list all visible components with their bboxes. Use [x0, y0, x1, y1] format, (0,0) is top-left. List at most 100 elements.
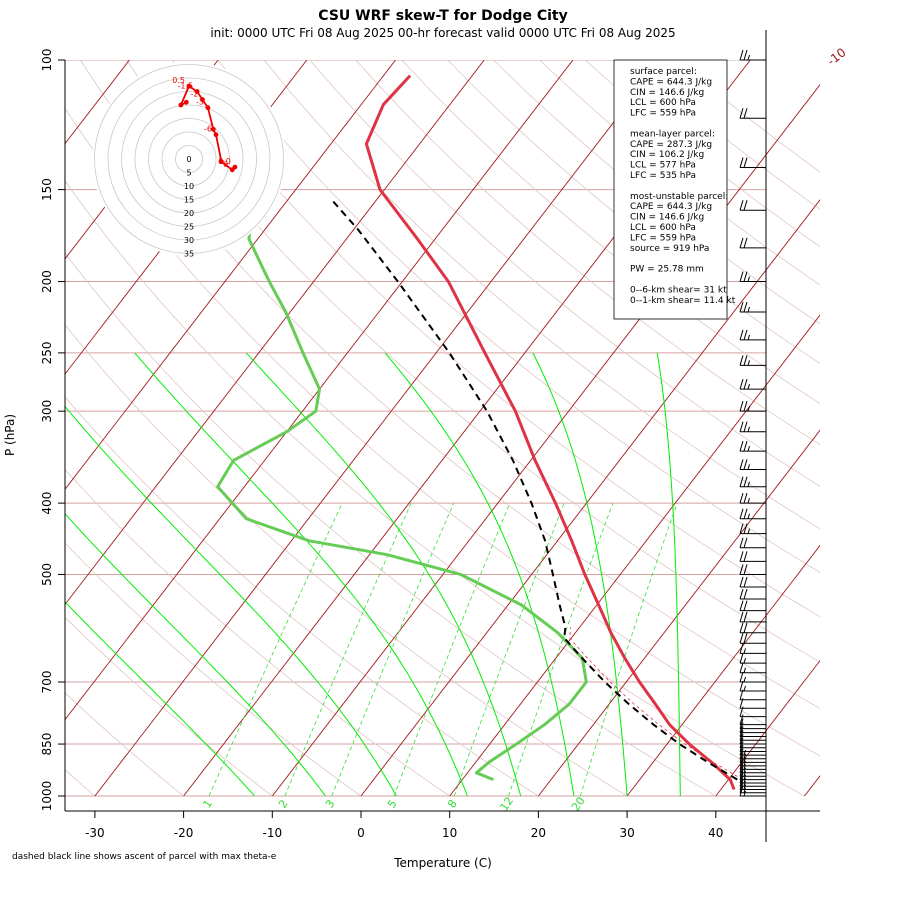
dry-adiabat	[65, 542, 362, 797]
wind-barb-half-flag	[747, 513, 750, 519]
moist-adiabat	[245, 352, 522, 797]
isotherm-line	[449, 314, 820, 797]
isotherm-line	[360, 199, 820, 797]
wind-barb-flag	[739, 576, 744, 588]
wind-barb-flag	[743, 633, 748, 644]
wind-barb-flag	[743, 564, 748, 575]
x-tick-label: -10	[262, 826, 282, 840]
wind-barb-flag	[743, 355, 748, 366]
stats-line: LFC = 535 hPa	[630, 171, 696, 181]
wind-barb-flag	[739, 421, 744, 432]
wind-barb-flag	[739, 741, 744, 752]
y-ticks: 100 150 200 250 300 400 500 700 850 1000	[40, 49, 65, 812]
wind-barb-flag	[739, 785, 744, 797]
wind-barb-flag	[739, 653, 744, 664]
stats-line: LCL = 577 hPa	[630, 161, 696, 171]
wind-barb-flag	[743, 301, 748, 313]
stats-line: PW = 25.78 mm	[630, 265, 704, 275]
wind-barb-flag	[739, 476, 744, 487]
x-tick-label: 10	[442, 826, 457, 840]
moist-adiabat	[384, 352, 575, 797]
wind-barb-flag	[739, 718, 744, 729]
hodograph-point	[186, 83, 192, 89]
wind-barb-flag	[739, 762, 744, 773]
hodograph-point	[205, 105, 211, 111]
wind-barb-flag	[743, 237, 748, 249]
surface-parcel-ascent	[569, 627, 743, 780]
moist-adiabat	[532, 352, 628, 797]
stats-line: LCL = 600 hPa	[630, 98, 696, 108]
y-tick-label: 1000	[40, 781, 54, 812]
hodograph-point-label: -3	[196, 98, 204, 107]
y-tick-label: 850	[40, 733, 54, 756]
x-tick-label: 40	[708, 826, 723, 840]
wind-barb-flag	[739, 301, 744, 313]
hodograph-ring-label: 35	[184, 250, 194, 259]
hodograph-point-label: 0.5	[172, 76, 185, 85]
stats-line: CIN = 146.6 J/kg	[630, 213, 704, 223]
wind-barb-flag	[739, 662, 744, 673]
hodograph-ring-label: 10	[184, 182, 194, 191]
y-tick-label: 500	[40, 563, 54, 586]
wind-barb-flag	[743, 588, 748, 600]
wind-barb-flag	[739, 680, 744, 692]
stats-line: CIN = 106.2 J/kg	[630, 150, 704, 160]
moist-adiabat	[65, 513, 326, 797]
wind-barb-half-flag	[743, 676, 746, 683]
profiles	[216, 74, 743, 791]
wind-barb-flag	[739, 759, 744, 770]
wind-barb-flag	[743, 576, 748, 588]
wind-barb-flag	[739, 769, 744, 780]
wind-barb-flag	[739, 237, 744, 249]
isotherm-labels: -1001020304050	[825, 45, 849, 68]
mixing-ratio-line	[579, 502, 678, 797]
wind-barb-flag	[743, 600, 748, 611]
wind-barb-half-flag	[747, 464, 750, 470]
wind-barb-flag	[739, 492, 744, 504]
x-tick-label: -20	[174, 826, 194, 840]
mixing-ratio-line	[284, 502, 412, 797]
wind-barb-half-flag	[743, 784, 746, 790]
wind-barb-half-flag	[743, 757, 746, 763]
wind-barb-flag	[739, 772, 744, 784]
wind-barbs	[739, 30, 767, 842]
wind-barb-flag	[739, 588, 744, 600]
hodograph-ring	[94, 64, 284, 254]
wind-barb-flag	[739, 622, 744, 633]
dry-adiabat	[125, 60, 820, 663]
wind-barb-flag	[739, 200, 744, 211]
dry-adiabat	[171, 60, 820, 618]
wind-barb-flag	[743, 508, 748, 519]
wind-barb-flag	[739, 600, 744, 611]
y-tick-label: 250	[40, 341, 54, 364]
wind-barb-half-flag	[747, 528, 750, 534]
hodograph-point	[200, 97, 205, 102]
x-axis-label: Temperature (C)	[393, 856, 492, 870]
wind-barb-half-flag	[747, 276, 750, 282]
hodograph-ring-label: 25	[184, 223, 194, 232]
hodograph-point	[213, 132, 219, 138]
y-tick-label: 300	[40, 400, 54, 423]
wind-barb-flag	[739, 755, 744, 766]
stats-line: CAPE = 287.3 J/kg	[630, 140, 712, 150]
wind-barb-half-flag	[747, 406, 750, 412]
isotherm-line	[626, 544, 820, 797]
wind-barb-flag	[739, 643, 744, 654]
hodograph-ring-label: 30	[184, 236, 194, 245]
wind-barb-half-flag	[747, 383, 750, 390]
moist-adiabat	[134, 352, 468, 797]
hodograph-ring-label: 15	[184, 196, 194, 205]
stats-line: LCL = 600 hPa	[630, 223, 696, 233]
dry-adiabat	[447, 60, 820, 364]
wind-barb-half-flag	[743, 771, 746, 777]
wind-barb-flag	[739, 378, 744, 390]
y-axis-label: P (hPa)	[3, 414, 17, 456]
moist-adiabat	[656, 352, 681, 796]
wind-barb-half-flag	[747, 334, 750, 340]
wind-barb-half-flag	[743, 749, 746, 756]
hodograph-ring	[161, 131, 217, 187]
isotherm-line	[65, 60, 396, 490]
dry-adiabat	[65, 692, 184, 797]
wind-barb-half-flag	[743, 790, 746, 797]
